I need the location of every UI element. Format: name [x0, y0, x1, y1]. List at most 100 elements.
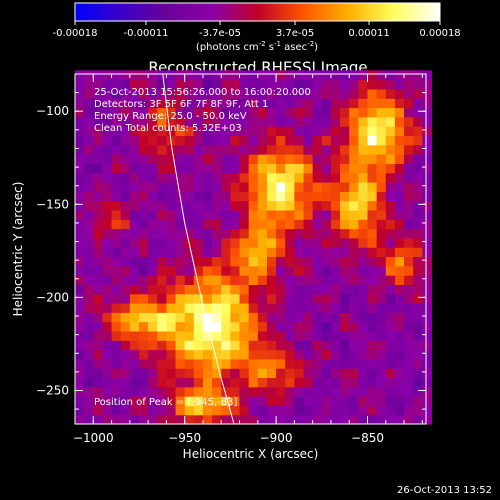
heatmap-cell — [212, 386, 222, 397]
heatmap-cell — [193, 191, 204, 202]
heatmap-cell — [285, 414, 295, 425]
heatmap-cell — [202, 377, 213, 388]
heatmap-cell — [303, 70, 314, 81]
heatmap-cell — [248, 79, 259, 90]
heatmap-cell — [340, 349, 350, 360]
heatmap-cell — [212, 312, 222, 323]
colorbar-tick-label: 0.00018 — [419, 28, 460, 39]
heatmap-cell — [166, 116, 177, 127]
heatmap-cell — [303, 191, 314, 202]
heatmap-cell — [193, 144, 204, 155]
heatmap-cell — [285, 377, 295, 388]
heatmap-cell — [312, 200, 323, 211]
heatmap-cell — [404, 293, 414, 304]
heatmap-cell — [166, 70, 177, 81]
heatmap-cell — [175, 237, 186, 248]
heatmap-cell — [212, 302, 222, 313]
heatmap-cell — [230, 321, 241, 332]
heatmap-cell — [138, 247, 149, 258]
heatmap-cell — [212, 98, 222, 109]
heatmap-cell — [129, 116, 140, 127]
heatmap-cell — [157, 321, 168, 332]
heatmap-cell — [321, 396, 332, 406]
heatmap-cell — [367, 191, 378, 202]
heatmap-cell — [276, 377, 286, 388]
heatmap-cell — [367, 154, 378, 164]
heatmap-cell — [248, 284, 259, 295]
heatmap-cell — [166, 386, 177, 397]
heatmap-cell — [349, 340, 359, 351]
heatmap-cell — [422, 386, 433, 397]
heatmap-cell — [138, 191, 149, 202]
heatmap-cell — [84, 209, 94, 220]
heatmap-cell — [202, 358, 213, 369]
heatmap-cell — [394, 154, 405, 164]
heatmap-cell — [358, 107, 369, 118]
heatmap-cell — [175, 284, 186, 295]
heatmap-cell — [102, 70, 113, 81]
heatmap-cell — [184, 293, 195, 304]
heatmap-cell — [294, 228, 305, 239]
heatmap-cell — [138, 181, 149, 192]
heatmap-cell — [120, 275, 131, 285]
heatmap-cell — [230, 414, 241, 425]
heatmap-cell — [129, 265, 140, 276]
heatmap-cell — [358, 144, 369, 155]
heatmap-cell — [129, 144, 140, 155]
heatmap-cell — [303, 414, 314, 425]
heatmap-cell — [248, 396, 259, 406]
heatmap-cell — [120, 302, 131, 313]
heatmap-cell — [111, 107, 122, 118]
heatmap-cell — [376, 386, 387, 397]
heatmap-cell — [239, 302, 250, 313]
heatmap-cell — [303, 275, 314, 285]
heatmap-cell — [276, 181, 286, 192]
heatmap-cell — [385, 135, 396, 146]
heatmap-cell — [312, 209, 323, 220]
heatmap-cell — [129, 368, 140, 379]
heatmap-cell — [257, 88, 268, 99]
heatmap-cell — [148, 181, 158, 192]
heatmap-cell — [193, 209, 204, 220]
heatmap-cell — [367, 163, 378, 174]
heatmap-cell — [248, 312, 259, 323]
heatmap-cell — [312, 349, 323, 360]
heatmap-cell — [330, 349, 341, 360]
heatmap-cell — [266, 237, 277, 248]
heatmap-cell — [248, 358, 259, 369]
heatmap-cell — [404, 70, 414, 81]
heatmap-cell — [266, 247, 277, 258]
heatmap-cell — [120, 144, 131, 155]
heatmap-cell — [193, 330, 204, 341]
heatmap-chart: Reconstructed RHESSI Image 25-Oct-2013 1… — [11, 60, 433, 461]
heatmap-cell — [312, 312, 323, 323]
heatmap-cell — [404, 209, 414, 220]
colorbar-unit-label: (photons cm-2 s-1 asec-2) — [196, 40, 318, 53]
heatmap-cell — [202, 302, 213, 313]
heatmap-cell — [303, 144, 314, 155]
heatmap-cell — [367, 340, 378, 351]
heatmap-cell — [120, 405, 131, 416]
heatmap-cell — [129, 191, 140, 202]
heatmap-cell — [138, 275, 149, 285]
heatmap-cell — [148, 70, 158, 81]
heatmap-cell — [248, 228, 259, 239]
heatmap-cell — [148, 302, 158, 313]
heatmap-cell — [202, 144, 213, 155]
heatmap-cell — [120, 321, 131, 332]
heatmap-cell — [148, 116, 158, 127]
heatmap-cell — [221, 154, 231, 164]
heatmap-cell — [404, 275, 414, 285]
heatmap-cell — [138, 200, 149, 211]
heatmap-cell — [93, 414, 104, 425]
heatmap-cell — [230, 368, 241, 379]
heatmap-cell — [184, 116, 195, 127]
heatmap-cell — [193, 302, 204, 313]
heatmap-cell — [376, 181, 387, 192]
heatmap-cell — [422, 181, 433, 192]
heatmap-cell — [294, 275, 305, 285]
heatmap-cell — [230, 79, 241, 90]
heatmap-cell — [385, 349, 396, 360]
heatmap-cell — [422, 163, 433, 174]
heatmap-cell — [312, 116, 323, 127]
